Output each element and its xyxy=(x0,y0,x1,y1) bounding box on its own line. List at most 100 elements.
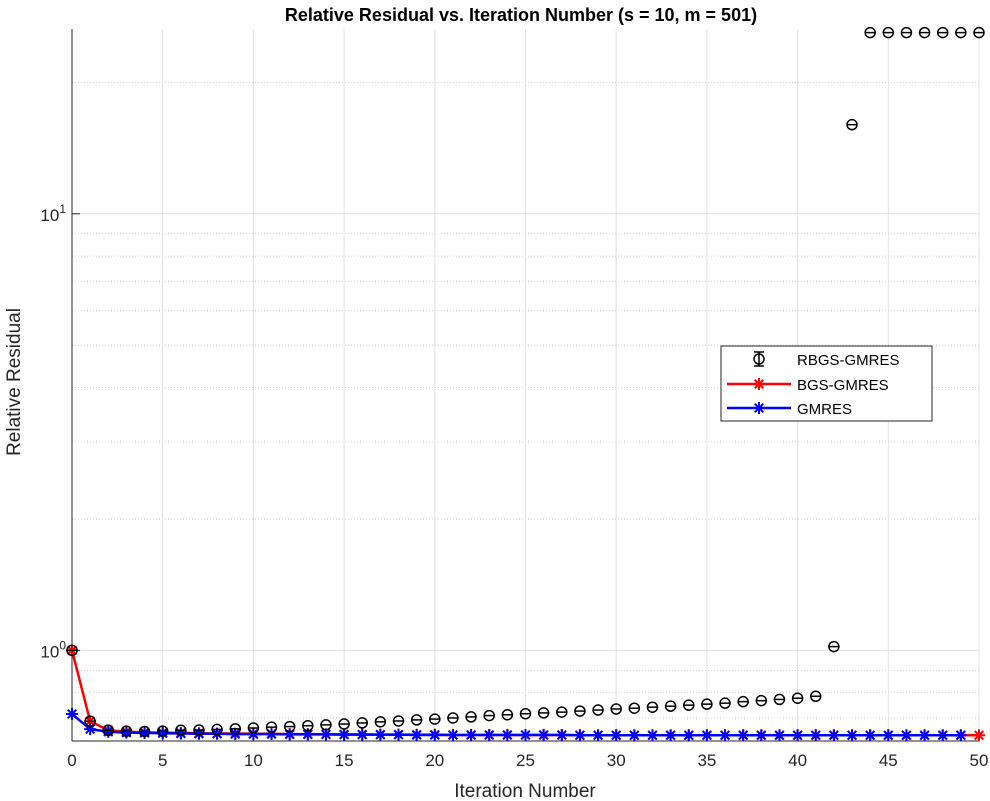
data-point xyxy=(537,707,550,719)
data-point xyxy=(338,728,351,741)
asterisk-stroke xyxy=(720,730,731,741)
data-point xyxy=(447,712,459,724)
x-tick-label: 20 xyxy=(425,751,444,770)
data-point xyxy=(900,729,913,742)
circle-marker xyxy=(265,721,278,733)
circle-marker xyxy=(356,717,368,729)
circle-marker xyxy=(429,713,441,725)
circle-marker xyxy=(229,723,242,735)
asterisk-stroke xyxy=(339,729,350,740)
data-point xyxy=(592,729,605,742)
data-point xyxy=(610,703,622,715)
circle-marker xyxy=(773,693,786,706)
data-point xyxy=(846,729,859,742)
asterisk-stroke xyxy=(85,724,96,735)
data-point xyxy=(446,728,459,741)
data-point xyxy=(719,729,732,742)
asterisk-stroke xyxy=(66,708,78,719)
data-point xyxy=(864,26,876,39)
circle-marker-icon xyxy=(753,353,765,365)
data-point xyxy=(356,728,369,741)
data-point xyxy=(701,698,713,710)
circle-marker xyxy=(410,714,423,726)
data-point xyxy=(555,728,568,741)
asterisk-stroke xyxy=(647,730,658,741)
circle-marker xyxy=(809,690,822,703)
circle-marker xyxy=(519,707,532,720)
y-tick-label: 100 xyxy=(40,638,66,661)
data-point xyxy=(392,715,405,727)
asterisk-stroke xyxy=(502,729,513,740)
data-point xyxy=(773,693,786,706)
asterisk-stroke xyxy=(847,730,858,741)
data-point xyxy=(66,707,78,720)
data-point xyxy=(175,724,187,737)
data-point xyxy=(827,729,840,742)
asterisk-stroke xyxy=(556,729,567,740)
data-point xyxy=(283,720,296,733)
data-point xyxy=(918,26,931,39)
asterisk-stroke xyxy=(593,730,604,741)
data-point xyxy=(193,724,205,736)
asterisk-stroke xyxy=(484,729,495,740)
circle-marker xyxy=(918,26,931,39)
asterisk-stroke xyxy=(302,729,313,740)
asterisk-stroke xyxy=(411,729,422,740)
asterisk-stroke xyxy=(883,730,894,741)
asterisk-stroke xyxy=(611,730,622,741)
asterisk-stroke xyxy=(683,730,694,741)
circle-marker xyxy=(247,722,260,734)
circle-marker xyxy=(66,644,78,657)
circle-marker xyxy=(846,118,858,131)
legend-label: RBGS-GMRES xyxy=(797,352,900,369)
data-point xyxy=(483,709,495,722)
data-point xyxy=(664,700,677,712)
circle-marker xyxy=(864,26,876,39)
asterisk-stroke xyxy=(792,730,803,741)
data-point xyxy=(410,728,423,741)
data-point xyxy=(537,728,550,741)
x-axis-label: Iteration Number xyxy=(454,781,596,801)
circle-marker xyxy=(664,700,677,712)
data-point xyxy=(392,728,405,741)
data-point xyxy=(864,729,877,742)
asterisk-stroke xyxy=(520,729,531,740)
circle-marker xyxy=(556,706,568,718)
circle-marker xyxy=(120,725,133,737)
x-tick-label: 5 xyxy=(158,751,167,770)
data-point xyxy=(338,718,350,730)
data-point xyxy=(882,26,895,39)
data-point xyxy=(519,728,532,741)
circle-marker xyxy=(138,725,151,738)
asterisk-stroke xyxy=(738,730,749,741)
asterisk-stroke xyxy=(357,729,368,740)
circle-marker xyxy=(102,724,115,737)
data-point xyxy=(646,701,659,713)
x-tick-label: 15 xyxy=(335,751,354,770)
data-point xyxy=(809,729,822,742)
circle-marker xyxy=(646,701,659,713)
circle-marker xyxy=(374,716,387,728)
circle-marker xyxy=(483,709,495,722)
circle-marker xyxy=(338,718,350,730)
data-point xyxy=(719,697,731,709)
series-layer xyxy=(66,26,985,742)
data-point xyxy=(936,26,949,39)
circle-marker xyxy=(900,26,913,39)
data-point xyxy=(374,716,387,728)
data-point xyxy=(374,728,387,741)
data-point xyxy=(483,728,496,741)
data-point xyxy=(936,729,949,742)
asterisk-stroke xyxy=(828,730,839,741)
x-tick-label: 0 xyxy=(67,751,76,770)
circle-marker xyxy=(537,707,550,719)
x-tick-label: 25 xyxy=(516,751,535,770)
circle-marker xyxy=(828,640,840,653)
data-point xyxy=(755,694,768,707)
blue-asterisk-icon xyxy=(753,402,765,414)
data-point xyxy=(955,26,967,39)
data-point xyxy=(791,729,804,742)
x-tick-label: 30 xyxy=(607,751,626,770)
legend: RBGS-GMRES BGS-GMRES GMRES xyxy=(720,345,933,422)
data-point xyxy=(465,711,477,723)
